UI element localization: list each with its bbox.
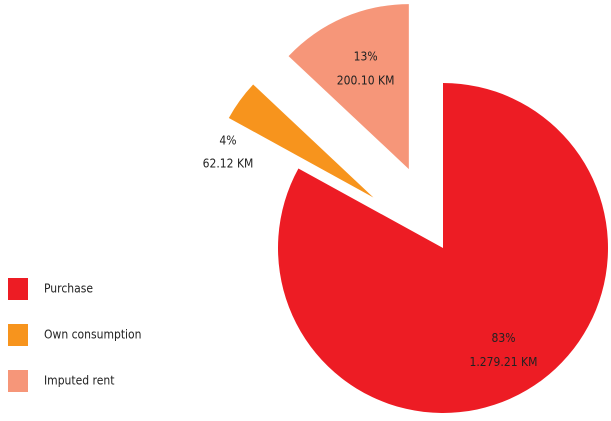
legend-swatch: [8, 278, 28, 300]
slice-percent-label: 83%: [491, 331, 515, 345]
legend-swatch: [8, 324, 28, 346]
legend-label: Imputed rent: [44, 374, 114, 388]
slice-percent-label: 4%: [219, 134, 236, 148]
pie-slice: [228, 84, 374, 198]
pie-slice: [288, 4, 409, 170]
legend-swatch: [8, 370, 28, 392]
legend-label: Purchase: [44, 282, 93, 296]
slice-amount-label: 1.279.21 KM: [470, 355, 538, 369]
legend-label: Own consumption: [44, 328, 142, 342]
slice-percent-label: 13%: [354, 50, 378, 64]
pie-slice: [277, 83, 608, 414]
slice-amount-label: 200.10 KM: [337, 74, 395, 88]
slice-amount-label: 62.12 KM: [203, 157, 254, 171]
